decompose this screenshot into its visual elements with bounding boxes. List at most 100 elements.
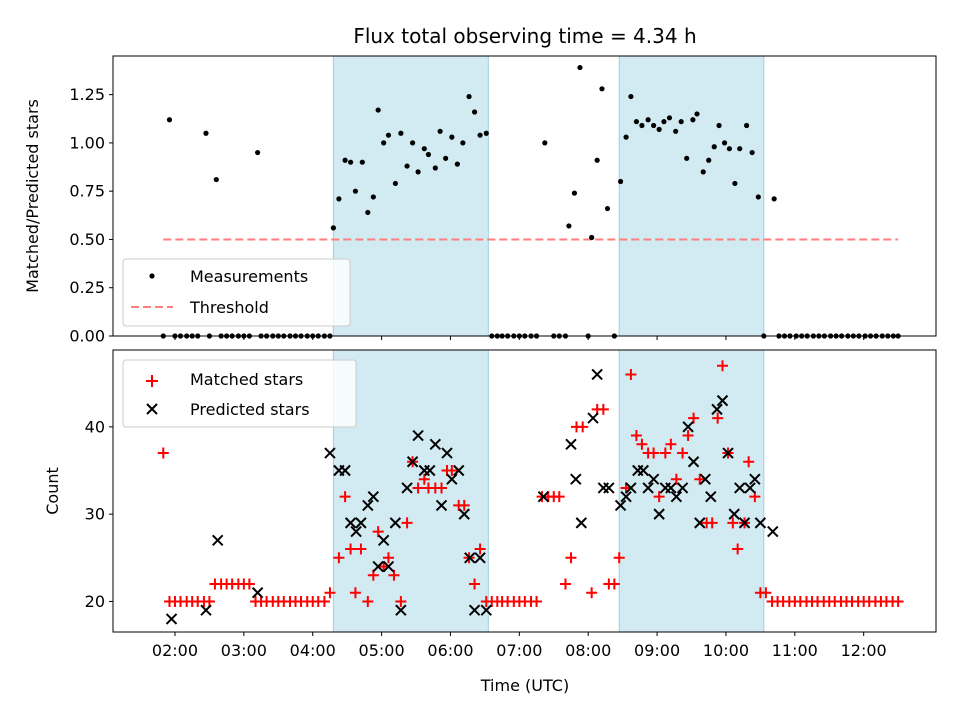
predicted-star-point — [350, 525, 362, 538]
bottom-y-ticks: 20 30 40 — [85, 417, 113, 611]
predicted-star-point — [464, 552, 476, 564]
predicted-star-point — [711, 403, 723, 416]
predicted-star-point — [429, 438, 442, 450]
measurement-point — [726, 146, 732, 152]
x-tick-label: 10:00 — [703, 641, 749, 660]
x-tick-label: 07:00 — [496, 641, 542, 660]
measurement-point — [571, 190, 578, 196]
predicted-star-point — [474, 552, 486, 564]
measurement-point — [678, 119, 684, 125]
matched-star-point — [395, 595, 407, 607]
top-y-tick-label: 0.25 — [69, 278, 105, 297]
predicted-star-point — [620, 490, 632, 503]
matched-star-point — [553, 491, 565, 503]
top-y-tick-label: 0.75 — [69, 182, 105, 201]
matched-star-point — [636, 438, 648, 450]
matched-star-point — [324, 587, 336, 599]
predicted-star-point — [324, 447, 336, 459]
x-tick-label: 09:00 — [634, 641, 680, 660]
measurement-point — [348, 159, 354, 165]
x-tick-label: 12:00 — [841, 641, 887, 660]
predicted-star-point — [637, 464, 650, 477]
bottom-panel: 20 30 40 02:00 03:00 04:00 05:00 06:00 07:00 08:… — [43, 349, 937, 695]
predicted-star-point — [705, 490, 717, 503]
predicted-star-point — [251, 587, 264, 599]
matched-star-point — [203, 595, 215, 607]
matched-star-point — [682, 430, 694, 442]
predicted-star-point — [570, 473, 582, 485]
measurement-point — [425, 151, 432, 158]
measurement-point — [460, 140, 466, 146]
predicted-star-point — [412, 429, 424, 442]
predicted-star-point — [389, 517, 402, 529]
measurement-point — [255, 149, 261, 156]
predicted-star-point — [382, 560, 395, 573]
matched-star-point — [670, 473, 682, 485]
predicted-star-point — [211, 534, 224, 547]
predicted-star-point — [722, 447, 734, 459]
measurement-point — [166, 117, 173, 123]
measurement-point — [477, 132, 483, 138]
predicted-star-point — [734, 482, 746, 494]
measurement-point — [716, 122, 722, 129]
predicted-star-point — [614, 499, 627, 512]
measurement-point — [732, 180, 738, 187]
measurement-point — [415, 169, 421, 175]
legend-predicted-label: Predicted stars — [190, 400, 310, 419]
measurement-point — [566, 223, 572, 229]
matched-star-point — [345, 543, 357, 555]
matched-star-point — [677, 447, 689, 459]
legend-matched-label: Matched stars — [190, 370, 303, 389]
predicted-star-point — [642, 482, 654, 494]
matched-star-point — [362, 595, 374, 607]
matched-star-point — [608, 578, 620, 590]
measurement-point — [617, 178, 624, 185]
measurement-point — [542, 140, 548, 146]
predicted-star-point — [749, 473, 761, 485]
measurement-point — [409, 140, 416, 146]
matched-star-point — [382, 552, 394, 564]
matched-star-point — [653, 491, 665, 503]
predicted-star-point — [716, 394, 729, 407]
predicted-star-point — [565, 438, 577, 450]
measurement-point — [694, 111, 700, 117]
bot-y-tick-label: 30 — [85, 505, 105, 524]
measurement-point — [599, 86, 605, 92]
measurement-point — [684, 155, 690, 161]
matched-star-point — [349, 587, 361, 599]
bottom-legend: Matched stars Predicted stars — [122, 359, 357, 428]
measurement-point — [336, 196, 342, 202]
predicted-star-point — [344, 517, 357, 529]
predicted-star-point — [597, 482, 610, 494]
measurement-point — [673, 128, 679, 134]
figure-title: Flux total observing time = 4.34 h — [353, 24, 696, 48]
matched-star-point — [355, 543, 367, 555]
predicted-star-point — [441, 447, 453, 459]
matched-star-point — [388, 569, 400, 581]
matched-star-point — [333, 552, 345, 564]
measurement-point — [656, 126, 662, 132]
measurement-point — [661, 119, 667, 125]
matched-star-point — [892, 595, 904, 607]
predicted-star-point — [754, 517, 767, 529]
predicted-star-point — [377, 534, 390, 547]
measurement-point — [359, 159, 365, 165]
matched-star-point — [446, 464, 458, 476]
matched-star-point — [648, 447, 660, 459]
measurement-point — [604, 205, 611, 212]
measurement-point — [633, 119, 640, 125]
top-y-ticks: 0.00 0.25 0.50 0.75 1.00 1.25 — [69, 85, 113, 346]
predicted-star-point — [537, 490, 550, 503]
predicted-star-point — [446, 473, 458, 485]
measurement-point — [437, 128, 443, 134]
predicted-star-point — [339, 464, 351, 477]
predicted-star-point — [728, 508, 740, 520]
matched-star-point — [665, 438, 677, 450]
top-y-axis-label: Matched/Predicted stars — [23, 99, 42, 293]
top-shaded-interval-1 — [618, 55, 765, 337]
top-axes-frame — [112, 55, 937, 337]
measurement-point — [342, 157, 348, 163]
predicted-star-point — [406, 456, 419, 468]
measurement-point — [690, 117, 696, 123]
measurement-point — [471, 109, 478, 115]
